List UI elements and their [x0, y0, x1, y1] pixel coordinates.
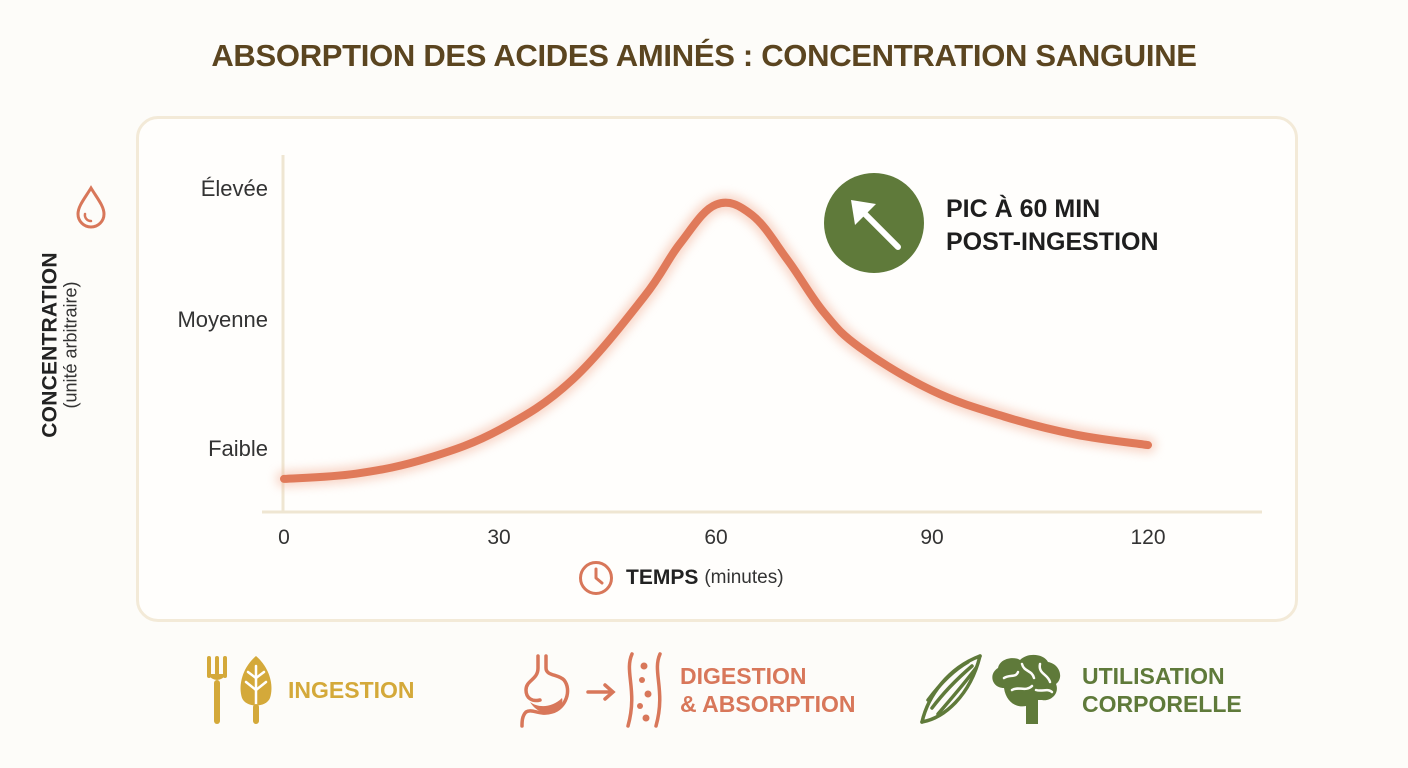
x-tick-label: 120 — [1130, 526, 1166, 549]
y-axis-unit: (unité arbitraire) — [60, 281, 81, 409]
x-tick-label: 0 — [278, 526, 290, 549]
peak-annotation-line1: PIC À 60 MIN — [946, 195, 1101, 223]
chart-title: ABSORPTION DES ACIDES AMINÉS : CONCENTRA… — [211, 38, 1197, 73]
stage-label-line: CORPORELLE — [1082, 691, 1242, 717]
peak-annotation-line2: POST-INGESTION — [946, 228, 1159, 256]
y-tick-label: Élevée — [200, 176, 268, 201]
stage-utilisation: UTILISATION CORPORELLE — [918, 650, 1242, 730]
clock-icon — [579, 561, 613, 595]
x-axis-unit: (minutes) — [704, 567, 784, 588]
y-tick-label: Faible — [208, 436, 268, 461]
x-tick-label: 30 — [487, 526, 511, 549]
x-tick-label: 90 — [920, 526, 944, 549]
stage-label-line: INGESTION — [288, 677, 415, 703]
peak-badge — [824, 173, 924, 273]
stage-digestion: DIGESTION & ABSORPTION — [516, 650, 856, 730]
stage-label-line: DIGESTION — [680, 663, 807, 689]
stage-label: DIGESTION & ABSORPTION — [680, 662, 856, 718]
muscle-brain-icon — [920, 654, 1061, 724]
drop-icon — [76, 185, 106, 229]
y-axis-label: CONCENTRATION (unité arbitraire) — [39, 252, 82, 437]
y-axis-title: CONCENTRATION — [38, 252, 62, 438]
x-axis-label: TEMPS (minutes) — [578, 560, 784, 596]
peak-annotation: PIC À 60 MIN POST-INGESTION — [946, 193, 1159, 259]
stage-ingestion: INGESTION — [204, 650, 415, 730]
stage-label: UTILISATION CORPORELLE — [1082, 662, 1242, 718]
fork-leaf-icon — [207, 656, 272, 724]
stomach-to-vessel-icon — [520, 652, 662, 728]
series-line — [280, 198, 1152, 483]
arrow-up-left-icon — [851, 200, 901, 250]
stage-label-line: & ABSORPTION — [680, 691, 856, 717]
x-axis-title: TEMPS — [626, 566, 699, 589]
stage-label: INGESTION — [288, 676, 415, 704]
x-tick-label: 60 — [704, 526, 728, 549]
stage-label-line: UTILISATION — [1082, 663, 1225, 689]
y-tick-label: Moyenne — [177, 307, 268, 332]
